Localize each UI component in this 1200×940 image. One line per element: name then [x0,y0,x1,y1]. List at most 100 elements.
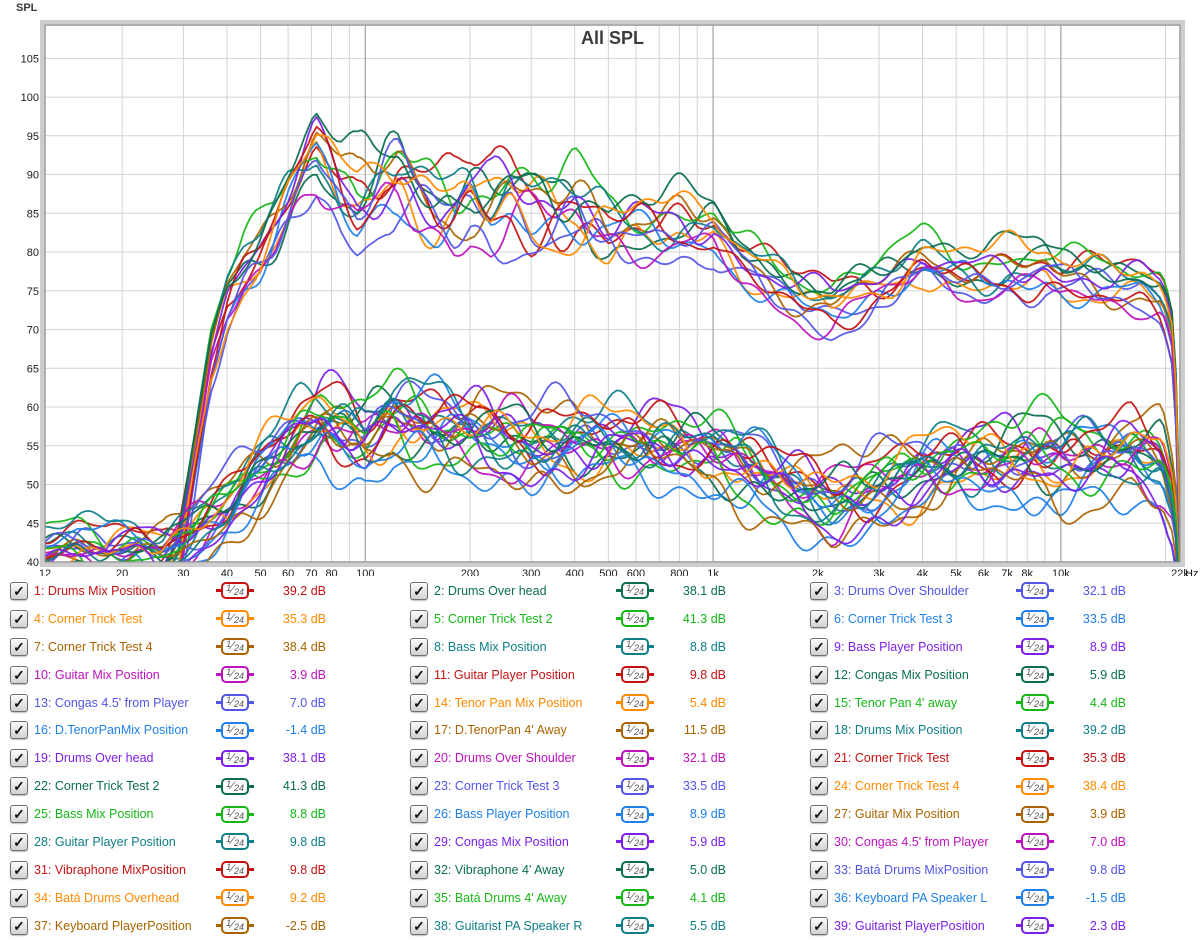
smoothing-badge[interactable]: 1 ⁄ 24 [1016,694,1054,711]
trace-checkbox[interactable]: ✓ [810,581,828,600]
smoothing-badge[interactable]: 1 ⁄ 24 [216,721,254,739]
smoothing-badge[interactable]: 1 ⁄ 24 [616,861,654,879]
trace-checkbox[interactable]: ✓ [410,693,428,712]
spl-chart[interactable]: SPL 105 100 95 90 85 80 75 70 65 60 55 50 45 40 12 20 30… [0,0,1200,576]
smoothing-badge[interactable]: 1 ⁄ 24 [216,582,254,600]
legend-item[interactable]: ✓ 29: Congas Mix Position 1 ⁄ 24 5.9 dB [400,828,800,856]
legend-item[interactable]: ✓ 33: Batá Drums MixPosition 1 ⁄ 24 9.8 dB [800,856,1200,884]
smoothing-badge[interactable]: 1 ⁄ 24 [616,610,654,628]
legend-item[interactable]: ✓ 9: Bass Player Position 1 ⁄ 24 8.9 dB [800,633,1200,661]
legend-item[interactable]: ✓ 22: Corner Trick Test 2 1 ⁄ 24 41.3 dB [0,772,400,800]
smoothing-badge[interactable]: 1 ⁄ 24 [1016,833,1054,851]
trace-checkbox[interactable]: ✓ [410,637,428,656]
legend-item[interactable]: ✓ 13: Congas 4.5' from Player 1 ⁄ 24 7.0 dB [0,689,400,717]
trace-checkbox[interactable]: ✓ [410,721,428,740]
smoothing-badge[interactable]: 1 ⁄ 24 [216,749,254,767]
trace-checkbox[interactable]: ✓ [410,888,428,907]
smoothing-badge[interactable]: 1 ⁄ 24 [616,805,654,823]
trace-checkbox[interactable]: ✓ [810,916,828,935]
legend-item[interactable]: ✓ 24: Corner Trick Test 4 1 ⁄ 24 38.4 dB [800,772,1200,800]
smoothing-badge[interactable]: 1 ⁄ 24 [1016,805,1054,823]
smoothing-badge[interactable]: 1 ⁄ 24 [216,638,254,656]
smoothing-badge[interactable]: 1 ⁄ 24 [216,666,254,684]
smoothing-badge[interactable]: 1 ⁄ 24 [616,889,654,907]
trace-checkbox[interactable]: ✓ [410,665,428,684]
trace-checkbox[interactable]: ✓ [10,581,28,600]
smoothing-badge[interactable]: 1 ⁄ 24 [216,889,254,907]
smoothing-badge[interactable]: 1 ⁄ 24 [616,749,654,767]
smoothing-badge[interactable]: 1 ⁄ 24 [1016,917,1054,935]
trace-checkbox[interactable]: ✓ [410,749,428,768]
legend-item[interactable]: ✓ 31: Vibraphone MixPosition 1 ⁄ 24 9.8 dB [0,856,400,884]
trace-checkbox[interactable]: ✓ [410,777,428,796]
legend-item[interactable]: ✓ 5: Corner Trick Test 2 1 ⁄ 24 41.3 dB [400,605,800,633]
trace-checkbox[interactable]: ✓ [810,805,828,824]
trace-checkbox[interactable]: ✓ [10,721,28,740]
trace-checkbox[interactable]: ✓ [10,693,28,712]
legend-item[interactable]: ✓ 18: Drums Mix Position 1 ⁄ 24 39.2 dB [800,716,1200,744]
smoothing-badge[interactable]: 1 ⁄ 24 [616,917,654,935]
legend-item[interactable]: ✓ 7: Corner Trick Test 4 1 ⁄ 24 38.4 dB [0,633,400,661]
trace-checkbox[interactable]: ✓ [810,637,828,656]
smoothing-badge[interactable]: 1 ⁄ 24 [216,833,254,851]
smoothing-badge[interactable]: 1 ⁄ 24 [1016,749,1054,767]
legend-item[interactable]: ✓ 4: Corner Trick Test 1 ⁄ 24 35.3 dB [0,605,400,633]
smoothing-badge[interactable]: 1 ⁄ 24 [216,805,254,823]
trace-checkbox[interactable]: ✓ [10,777,28,796]
legend-item[interactable]: ✓ 27: Guitar Mix Position 1 ⁄ 24 3.9 dB [800,800,1200,828]
legend-item[interactable]: ✓ 15: Tenor Pan 4' away 1 ⁄ 24 4.4 dB [800,689,1200,717]
smoothing-badge[interactable]: 1 ⁄ 24 [216,694,254,711]
legend-item[interactable]: ✓ 28: Guitar Player Position 1 ⁄ 24 9.8 dB [0,828,400,856]
smoothing-badge[interactable]: 1 ⁄ 24 [216,861,254,879]
legend-item[interactable]: ✓ 34: Batá Drums Overhead 1 ⁄ 24 9.2 dB [0,884,400,912]
trace-checkbox[interactable]: ✓ [10,665,28,684]
trace-checkbox[interactable]: ✓ [810,721,828,740]
smoothing-badge[interactable]: 1 ⁄ 24 [616,582,654,600]
legend-item[interactable]: ✓ 39: Guitarist PlayerPosition 1 ⁄ 24 2.3 dB [800,912,1200,940]
trace-checkbox[interactable]: ✓ [810,609,828,628]
trace-checkbox[interactable]: ✓ [810,777,828,796]
smoothing-badge[interactable]: 1 ⁄ 24 [616,666,654,684]
legend-item[interactable]: ✓ 8: Bass Mix Position 1 ⁄ 24 8.8 dB [400,633,800,661]
smoothing-badge[interactable]: 1 ⁄ 24 [616,638,654,656]
trace-checkbox[interactable]: ✓ [10,805,28,824]
smoothing-badge[interactable]: 1 ⁄ 24 [1016,889,1054,907]
smoothing-badge[interactable]: 1 ⁄ 24 [216,917,254,935]
legend-item[interactable]: ✓ 35: Batá Drums 4' Away 1 ⁄ 24 4.1 dB [400,884,800,912]
legend-item[interactable]: ✓ 30: Congas 4.5' from Player 1 ⁄ 24 7.0 dB [800,828,1200,856]
smoothing-badge[interactable]: 1 ⁄ 24 [216,777,254,795]
smoothing-badge[interactable]: 1 ⁄ 24 [616,694,654,711]
trace-checkbox[interactable]: ✓ [810,832,828,851]
legend-item[interactable]: ✓ 6: Corner Trick Test 3 1 ⁄ 24 33.5 dB [800,605,1200,633]
legend-item[interactable]: ✓ 36: Keyboard PA Speaker L 1 ⁄ 24 -1.5 dB [800,884,1200,912]
smoothing-badge[interactable]: 1 ⁄ 24 [1016,861,1054,879]
trace-checkbox[interactable]: ✓ [410,832,428,851]
trace-checkbox[interactable]: ✓ [10,916,28,935]
legend-item[interactable]: ✓ 2: Drums Over head 1 ⁄ 24 38.1 dB [400,577,800,605]
trace-checkbox[interactable]: ✓ [810,860,828,879]
smoothing-badge[interactable]: 1 ⁄ 24 [1016,666,1054,684]
legend-item[interactable]: ✓ 16: D.TenorPanMix Position 1 ⁄ 24 -1.4 dB [0,716,400,744]
legend-item[interactable]: ✓ 1: Drums Mix Position 1 ⁄ 24 39.2 dB [0,577,400,605]
legend-item[interactable]: ✓ 19: Drums Over head 1 ⁄ 24 38.1 dB [0,744,400,772]
trace-checkbox[interactable]: ✓ [10,637,28,656]
smoothing-badge[interactable]: 1 ⁄ 24 [1016,721,1054,739]
trace-checkbox[interactable]: ✓ [10,832,28,851]
smoothing-badge[interactable]: 1 ⁄ 24 [616,721,654,739]
trace-checkbox[interactable]: ✓ [10,609,28,628]
legend-item[interactable]: ✓ 26: Bass Player Position 1 ⁄ 24 8.9 dB [400,800,800,828]
legend-item[interactable]: ✓ 23: Corner Trick Test 3 1 ⁄ 24 33.5 dB [400,772,800,800]
legend-item[interactable]: ✓ 32: Vibraphone 4' Away 1 ⁄ 24 5.0 dB [400,856,800,884]
trace-checkbox[interactable]: ✓ [10,860,28,879]
smoothing-badge[interactable]: 1 ⁄ 24 [616,833,654,851]
smoothing-badge[interactable]: 1 ⁄ 24 [616,777,654,795]
trace-checkbox[interactable]: ✓ [410,805,428,824]
legend-item[interactable]: ✓ 12: Congas Mix Position 1 ⁄ 24 5.9 dB [800,661,1200,689]
legend-item[interactable]: ✓ 20: Drums Over Shoulder 1 ⁄ 24 32.1 dB [400,744,800,772]
trace-checkbox[interactable]: ✓ [410,581,428,600]
smoothing-badge[interactable]: 1 ⁄ 24 [1016,582,1054,600]
trace-checkbox[interactable]: ✓ [810,749,828,768]
legend-item[interactable]: ✓ 10: Guitar Mix Position 1 ⁄ 24 3.9 dB [0,661,400,689]
legend-item[interactable]: ✓ 17: D.TenorPan 4' Away 1 ⁄ 24 11.5 dB [400,716,800,744]
